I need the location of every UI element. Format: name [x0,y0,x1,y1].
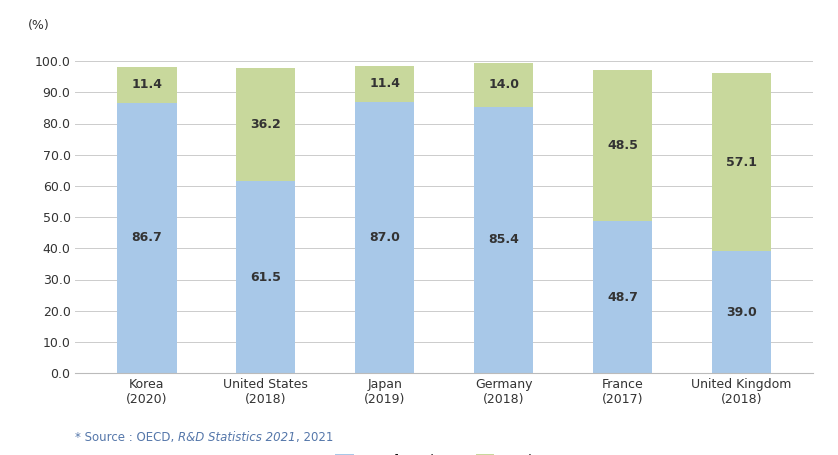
Bar [592,70,652,221]
Text: 11.4: 11.4 [370,77,401,91]
Text: 48.5: 48.5 [607,139,638,152]
Bar [355,66,415,101]
Text: (%): (%) [28,20,49,32]
Bar [473,106,533,373]
Text: 11.4: 11.4 [132,78,163,91]
Text: 36.2: 36.2 [251,118,281,131]
Bar [473,63,533,106]
Text: R&D Statistics 2021: R&D Statistics 2021 [178,430,296,444]
Text: 61.5: 61.5 [251,271,282,283]
Legend: Manufacturing, Services: Manufacturing, Services [330,449,558,455]
Text: , 2021: , 2021 [296,430,334,444]
Text: 57.1: 57.1 [726,156,757,169]
Bar [711,252,771,373]
Bar [236,181,296,373]
Text: 86.7: 86.7 [132,231,163,244]
Text: 39.0: 39.0 [726,306,757,319]
Text: 85.4: 85.4 [489,233,519,246]
Text: 48.7: 48.7 [607,291,638,303]
Bar [117,67,177,102]
Text: 87.0: 87.0 [370,231,400,244]
Bar [711,73,771,252]
Bar [592,221,652,373]
Text: * Source : OECD,: * Source : OECD, [75,430,178,444]
Bar [236,68,296,181]
Text: 14.0: 14.0 [488,78,519,91]
Bar [117,102,177,373]
Bar [355,101,415,373]
